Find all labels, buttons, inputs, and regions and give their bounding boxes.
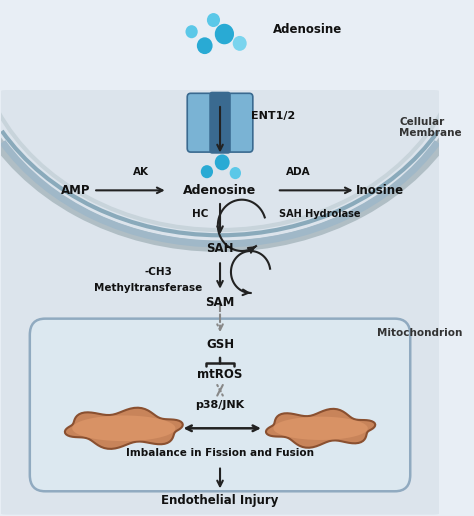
FancyBboxPatch shape bbox=[210, 92, 230, 153]
Text: AMP: AMP bbox=[61, 184, 91, 197]
FancyBboxPatch shape bbox=[30, 319, 410, 491]
Circle shape bbox=[201, 165, 213, 178]
Text: SAM: SAM bbox=[205, 296, 235, 309]
Text: Adenosine: Adenosine bbox=[273, 23, 342, 36]
Text: Methyltransferase: Methyltransferase bbox=[94, 283, 202, 293]
FancyBboxPatch shape bbox=[0, 90, 447, 514]
Text: p38/JNK: p38/JNK bbox=[195, 400, 245, 410]
Circle shape bbox=[233, 36, 246, 51]
Circle shape bbox=[215, 154, 229, 170]
Text: ENT1/2: ENT1/2 bbox=[251, 111, 295, 121]
Circle shape bbox=[197, 37, 213, 54]
Text: GSH: GSH bbox=[206, 338, 234, 351]
Text: Endothelial Injury: Endothelial Injury bbox=[161, 494, 279, 507]
Circle shape bbox=[215, 24, 234, 44]
Polygon shape bbox=[273, 416, 368, 440]
Circle shape bbox=[229, 167, 241, 179]
Text: Adenosine: Adenosine bbox=[183, 184, 256, 197]
Text: HC: HC bbox=[192, 208, 209, 219]
Polygon shape bbox=[65, 408, 183, 449]
Text: SAH Hydrolase: SAH Hydrolase bbox=[279, 208, 361, 219]
Circle shape bbox=[185, 25, 198, 38]
Text: Inosine: Inosine bbox=[356, 184, 404, 197]
Text: Mitochondrion: Mitochondrion bbox=[377, 328, 463, 337]
Polygon shape bbox=[266, 409, 375, 448]
Text: Cellular
Membrane: Cellular Membrane bbox=[399, 117, 462, 138]
Text: -CH3: -CH3 bbox=[145, 267, 173, 277]
Text: mtROS: mtROS bbox=[197, 368, 243, 381]
Circle shape bbox=[207, 13, 220, 27]
Text: Imbalance in Fission and Fusion: Imbalance in Fission and Fusion bbox=[126, 448, 314, 458]
Text: AK: AK bbox=[133, 167, 149, 176]
Text: ADA: ADA bbox=[286, 167, 311, 176]
Text: SAH: SAH bbox=[206, 242, 234, 255]
Polygon shape bbox=[72, 415, 175, 441]
FancyBboxPatch shape bbox=[187, 93, 213, 152]
FancyBboxPatch shape bbox=[227, 93, 253, 152]
